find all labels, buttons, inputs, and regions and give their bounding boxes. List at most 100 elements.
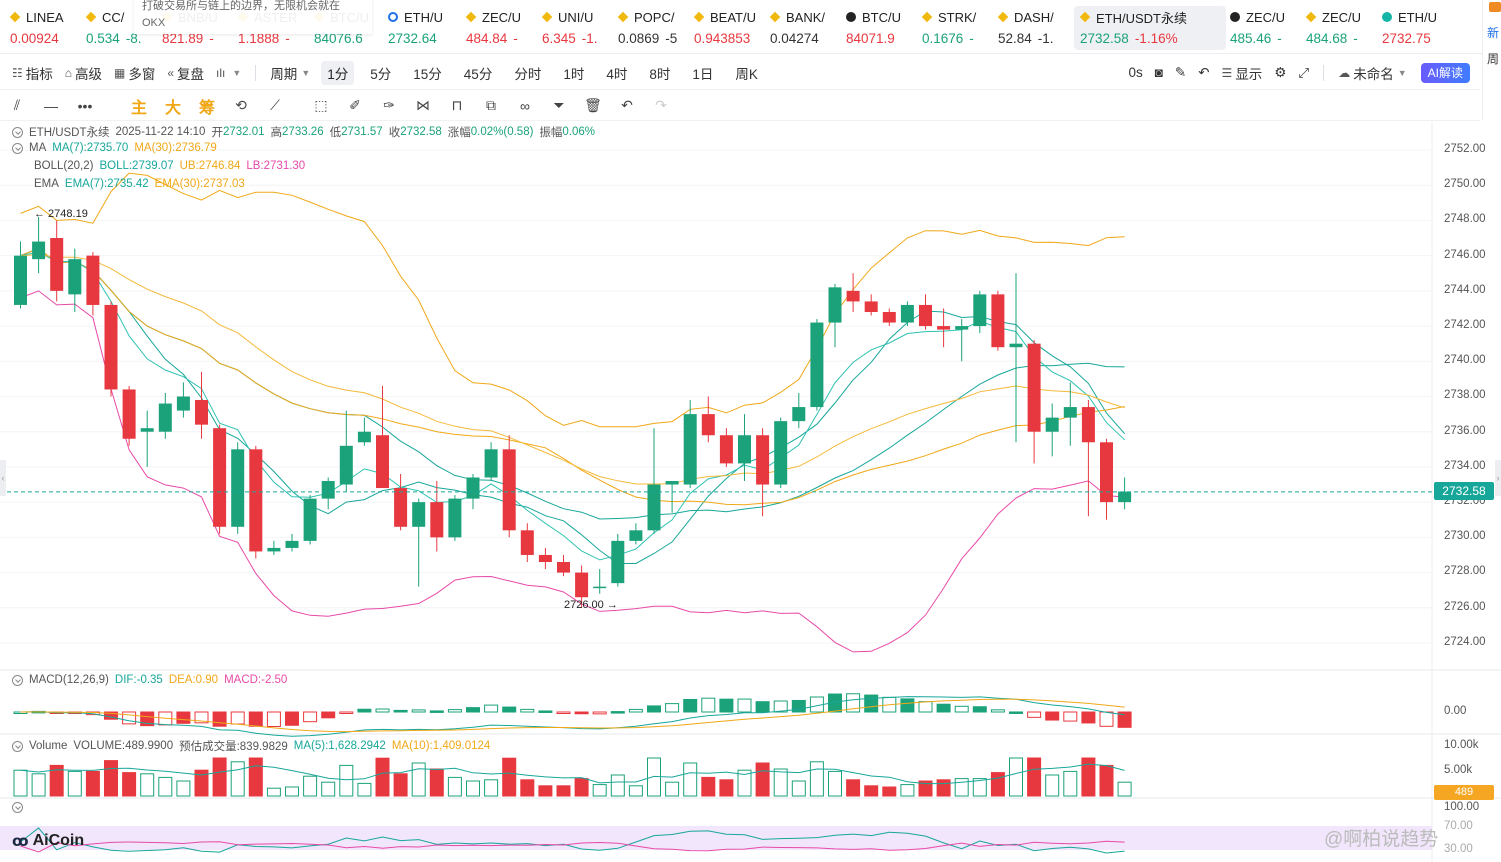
interval-tab[interactable]: 1时: [563, 66, 585, 82]
visibility-icon[interactable]: [12, 674, 23, 686]
visibility-icon[interactable]: [12, 142, 23, 154]
candle-body: [810, 322, 824, 408]
interval-tab[interactable]: 5分: [370, 66, 392, 82]
period-dropdown[interactable]: 周期 ▼: [264, 61, 316, 85]
spacer: [102, 92, 122, 120]
ticker-item[interactable]: STRK/0.1676-: [922, 6, 994, 50]
price-axis-tick: 2744.00: [1444, 283, 1486, 296]
edit-icon[interactable]: ✎: [1174, 64, 1187, 80]
sync-icon[interactable]: ⟲: [235, 97, 247, 113]
promo-banner[interactable]: 打破交易所与链上的边界，无限机会就在 OKX: [134, 0, 372, 34]
ruler-icon[interactable]: ⟋: [270, 97, 280, 113]
left-collapse-handle[interactable]: ‹: [0, 460, 6, 496]
right-strip-week[interactable]: 周: [1487, 52, 1500, 66]
camera-icon[interactable]: ◙: [1154, 65, 1163, 80]
layout-dropdown[interactable]: ☁ 未命名 ▼: [1332, 61, 1412, 85]
brush-icon[interactable]: ✑: [383, 97, 395, 113]
undo-icon[interactable]: ↶: [621, 97, 633, 113]
indicator-button[interactable]: ☷ 指标: [6, 61, 59, 85]
interval-tab[interactable]: 15分: [413, 66, 442, 82]
ticker-symbol: CC/: [102, 9, 125, 25]
macd-histogram-bar: [1081, 711, 1096, 724]
layers-icon[interactable]: ⧉: [486, 97, 496, 113]
redo-icon[interactable]: ↷: [655, 97, 667, 113]
chart-type-button[interactable]: ılı ▼: [210, 61, 247, 85]
right-strip-new[interactable]: 新: [1487, 26, 1500, 40]
candle-body: [50, 238, 64, 291]
ticker-item[interactable]: POPC/0.0869 -5: [618, 6, 690, 50]
ticker-price-row: 484.68-: [1306, 28, 1378, 48]
legend-ma: MA MA(7):2735.70 MA(30):2736.79: [12, 142, 223, 154]
ticker-price: 0.0869: [618, 30, 660, 46]
collapse-tools-icon[interactable]: ⫽: [13, 97, 21, 113]
visibility-icon[interactable]: [12, 802, 23, 813]
multi-window-button[interactable]: ▦ 多窗: [108, 61, 161, 85]
interval-tab[interactable]: 8时: [649, 66, 671, 82]
interval-tab[interactable]: 1日: [692, 66, 714, 82]
ticker-item[interactable]: BTC/U 84071.9: [846, 6, 918, 50]
ticker-item[interactable]: ZEC/U 484.84-: [466, 6, 538, 50]
volume-bar: [1081, 757, 1096, 797]
ticker-item[interactable]: ZEC/U 484.68-: [1306, 6, 1378, 50]
trash-icon[interactable]: 🗑: [584, 97, 602, 113]
watermark: @啊柏说趋势: [1324, 829, 1439, 850]
settings-icon[interactable]: ⚙: [1274, 64, 1287, 80]
fullscreen-icon[interactable]: ⤢: [1298, 64, 1310, 80]
undo-layout-icon[interactable]: ↶: [1198, 64, 1210, 80]
ticker-item[interactable]: UNI/U 6.345 -1.: [542, 6, 614, 50]
big-order-button[interactable]: 大: [164, 99, 181, 117]
more-tools-icon[interactable]: •••: [77, 97, 93, 114]
candle-body: [412, 502, 426, 527]
volume-bar: [466, 780, 480, 797]
ticker-item[interactable]: ETH/USDT永续 2732.58 -1.16%: [1074, 6, 1226, 50]
ticker-item[interactable]: ZEC/U 485.46-: [1230, 6, 1302, 50]
interval-tab[interactable]: 1分: [321, 60, 355, 85]
link-icon[interactable]: ∞: [520, 97, 530, 114]
ticker-item[interactable]: LINEA 0.00924: [10, 6, 82, 50]
ticker-item[interactable]: DASH/52.84 -1.: [998, 6, 1070, 50]
visibility-icon[interactable]: [12, 126, 23, 138]
lock-icon[interactable]: ⊓: [451, 97, 463, 113]
pen-icon[interactable]: ✐: [349, 97, 361, 113]
replay-button[interactable]: «复盘: [161, 61, 210, 85]
ticker-name-row: CC/: [86, 6, 158, 28]
display-button[interactable]: ☰ 显示: [1216, 61, 1269, 85]
price-chart[interactable]: [0, 122, 1501, 862]
ticker-item[interactable]: CC/0.534 -8.: [86, 6, 158, 50]
period-label: 周期: [270, 66, 298, 82]
volume-bar: [610, 774, 625, 797]
interval-tab[interactable]: 周K: [735, 66, 758, 82]
select-icon[interactable]: ⬚: [314, 97, 328, 113]
right-collapse-handle[interactable]: ›: [1495, 460, 1501, 496]
macd-histogram-bar: [791, 699, 806, 713]
ticker-item[interactable]: ETH/U 2732.75: [1382, 6, 1454, 50]
ticker-symbol: LINEA: [26, 9, 64, 25]
legend-ohlc: ETH/USDT永续 2025-11-22 14:10 开 2732.01 高 27…: [12, 124, 601, 140]
legend-boll-name: BOLL(20,2): [34, 160, 94, 172]
ai-analysis-button[interactable]: AI解读: [1420, 62, 1470, 83]
interval-tab[interactable]: 45分: [463, 66, 493, 82]
filter-icon[interactable]: ⏷: [553, 97, 565, 113]
ticker-name-row: DASH/: [998, 6, 1070, 28]
ticker-item[interactable]: ETH/U 2732.64: [388, 6, 460, 50]
right-strip: 新 周: [1482, 0, 1501, 120]
notification-badge[interactable]: [1489, 2, 1501, 12]
main-force-button[interactable]: 主: [130, 99, 147, 117]
volume-bar: [538, 785, 553, 797]
volume-bar: [49, 764, 64, 797]
macd-histogram-bar: [1117, 711, 1132, 728]
chip-button[interactable]: 筹: [198, 99, 215, 117]
interval-tab[interactable]: 分时: [514, 66, 542, 82]
macd-histogram-bar: [628, 708, 643, 713]
visibility-icon[interactable]: [12, 740, 23, 752]
ticker-item[interactable]: BANK/0.04274: [770, 6, 842, 50]
legend-amp-label: 振幅: [539, 127, 563, 139]
macd-histogram-bar: [1009, 711, 1023, 714]
advanced-button[interactable]: ⌂ 高级: [59, 61, 108, 85]
interval-tab[interactable]: 4时: [606, 66, 628, 82]
ticker-item[interactable]: BEAT/U 0.943853: [694, 6, 766, 50]
price-axis-tick: 2752.00: [1444, 143, 1486, 155]
legend-chg: 0.02%(0.58): [470, 126, 534, 138]
line-tool-icon[interactable]: —: [44, 97, 58, 114]
magnet-icon[interactable]: ⋈: [416, 97, 430, 113]
